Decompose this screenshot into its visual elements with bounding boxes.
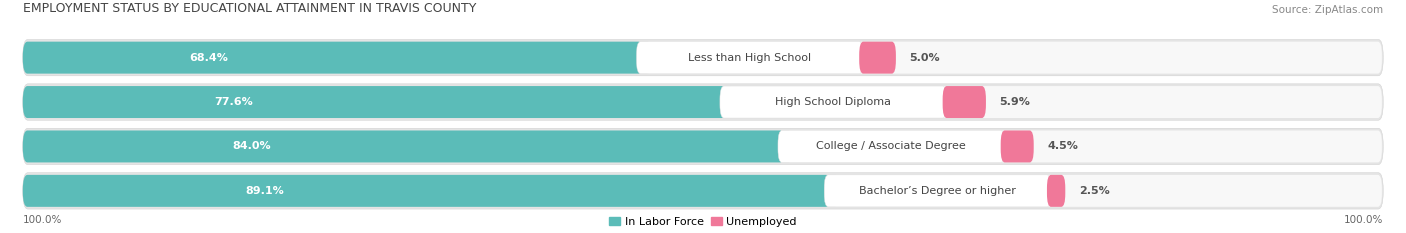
FancyBboxPatch shape — [778, 130, 1005, 162]
FancyBboxPatch shape — [720, 86, 946, 118]
Text: College / Associate Degree: College / Associate Degree — [817, 141, 966, 151]
FancyBboxPatch shape — [859, 42, 896, 74]
FancyBboxPatch shape — [22, 128, 1384, 165]
Text: 68.4%: 68.4% — [190, 53, 228, 63]
FancyBboxPatch shape — [22, 84, 1384, 120]
Text: Source: ZipAtlas.com: Source: ZipAtlas.com — [1272, 5, 1384, 15]
Text: EMPLOYMENT STATUS BY EDUCATIONAL ATTAINMENT IN TRAVIS COUNTY: EMPLOYMENT STATUS BY EDUCATIONAL ATTAINM… — [22, 2, 477, 15]
FancyBboxPatch shape — [22, 173, 1384, 209]
FancyBboxPatch shape — [832, 175, 1382, 207]
Text: 100.0%: 100.0% — [1344, 216, 1384, 226]
FancyBboxPatch shape — [22, 130, 785, 162]
FancyBboxPatch shape — [728, 86, 1382, 118]
Text: 5.9%: 5.9% — [1000, 97, 1031, 107]
FancyBboxPatch shape — [786, 130, 1382, 162]
Text: 5.0%: 5.0% — [910, 53, 939, 63]
FancyBboxPatch shape — [942, 86, 986, 118]
Text: Bachelor’s Degree or higher: Bachelor’s Degree or higher — [859, 186, 1017, 196]
Text: Less than High School: Less than High School — [689, 53, 811, 63]
Text: 4.5%: 4.5% — [1047, 141, 1078, 151]
FancyBboxPatch shape — [22, 175, 831, 207]
FancyBboxPatch shape — [22, 86, 727, 118]
FancyBboxPatch shape — [22, 42, 643, 74]
FancyBboxPatch shape — [644, 42, 1382, 74]
Text: 84.0%: 84.0% — [232, 141, 270, 151]
FancyBboxPatch shape — [22, 39, 1384, 76]
Text: 2.5%: 2.5% — [1078, 186, 1109, 196]
Text: 100.0%: 100.0% — [22, 216, 62, 226]
FancyBboxPatch shape — [1047, 175, 1066, 207]
FancyBboxPatch shape — [824, 175, 1050, 207]
Text: 89.1%: 89.1% — [246, 186, 284, 196]
Text: High School Diploma: High School Diploma — [775, 97, 891, 107]
Legend: In Labor Force, Unemployed: In Labor Force, Unemployed — [605, 212, 801, 231]
FancyBboxPatch shape — [637, 42, 863, 74]
FancyBboxPatch shape — [1001, 130, 1033, 162]
Text: 77.6%: 77.6% — [215, 97, 253, 107]
